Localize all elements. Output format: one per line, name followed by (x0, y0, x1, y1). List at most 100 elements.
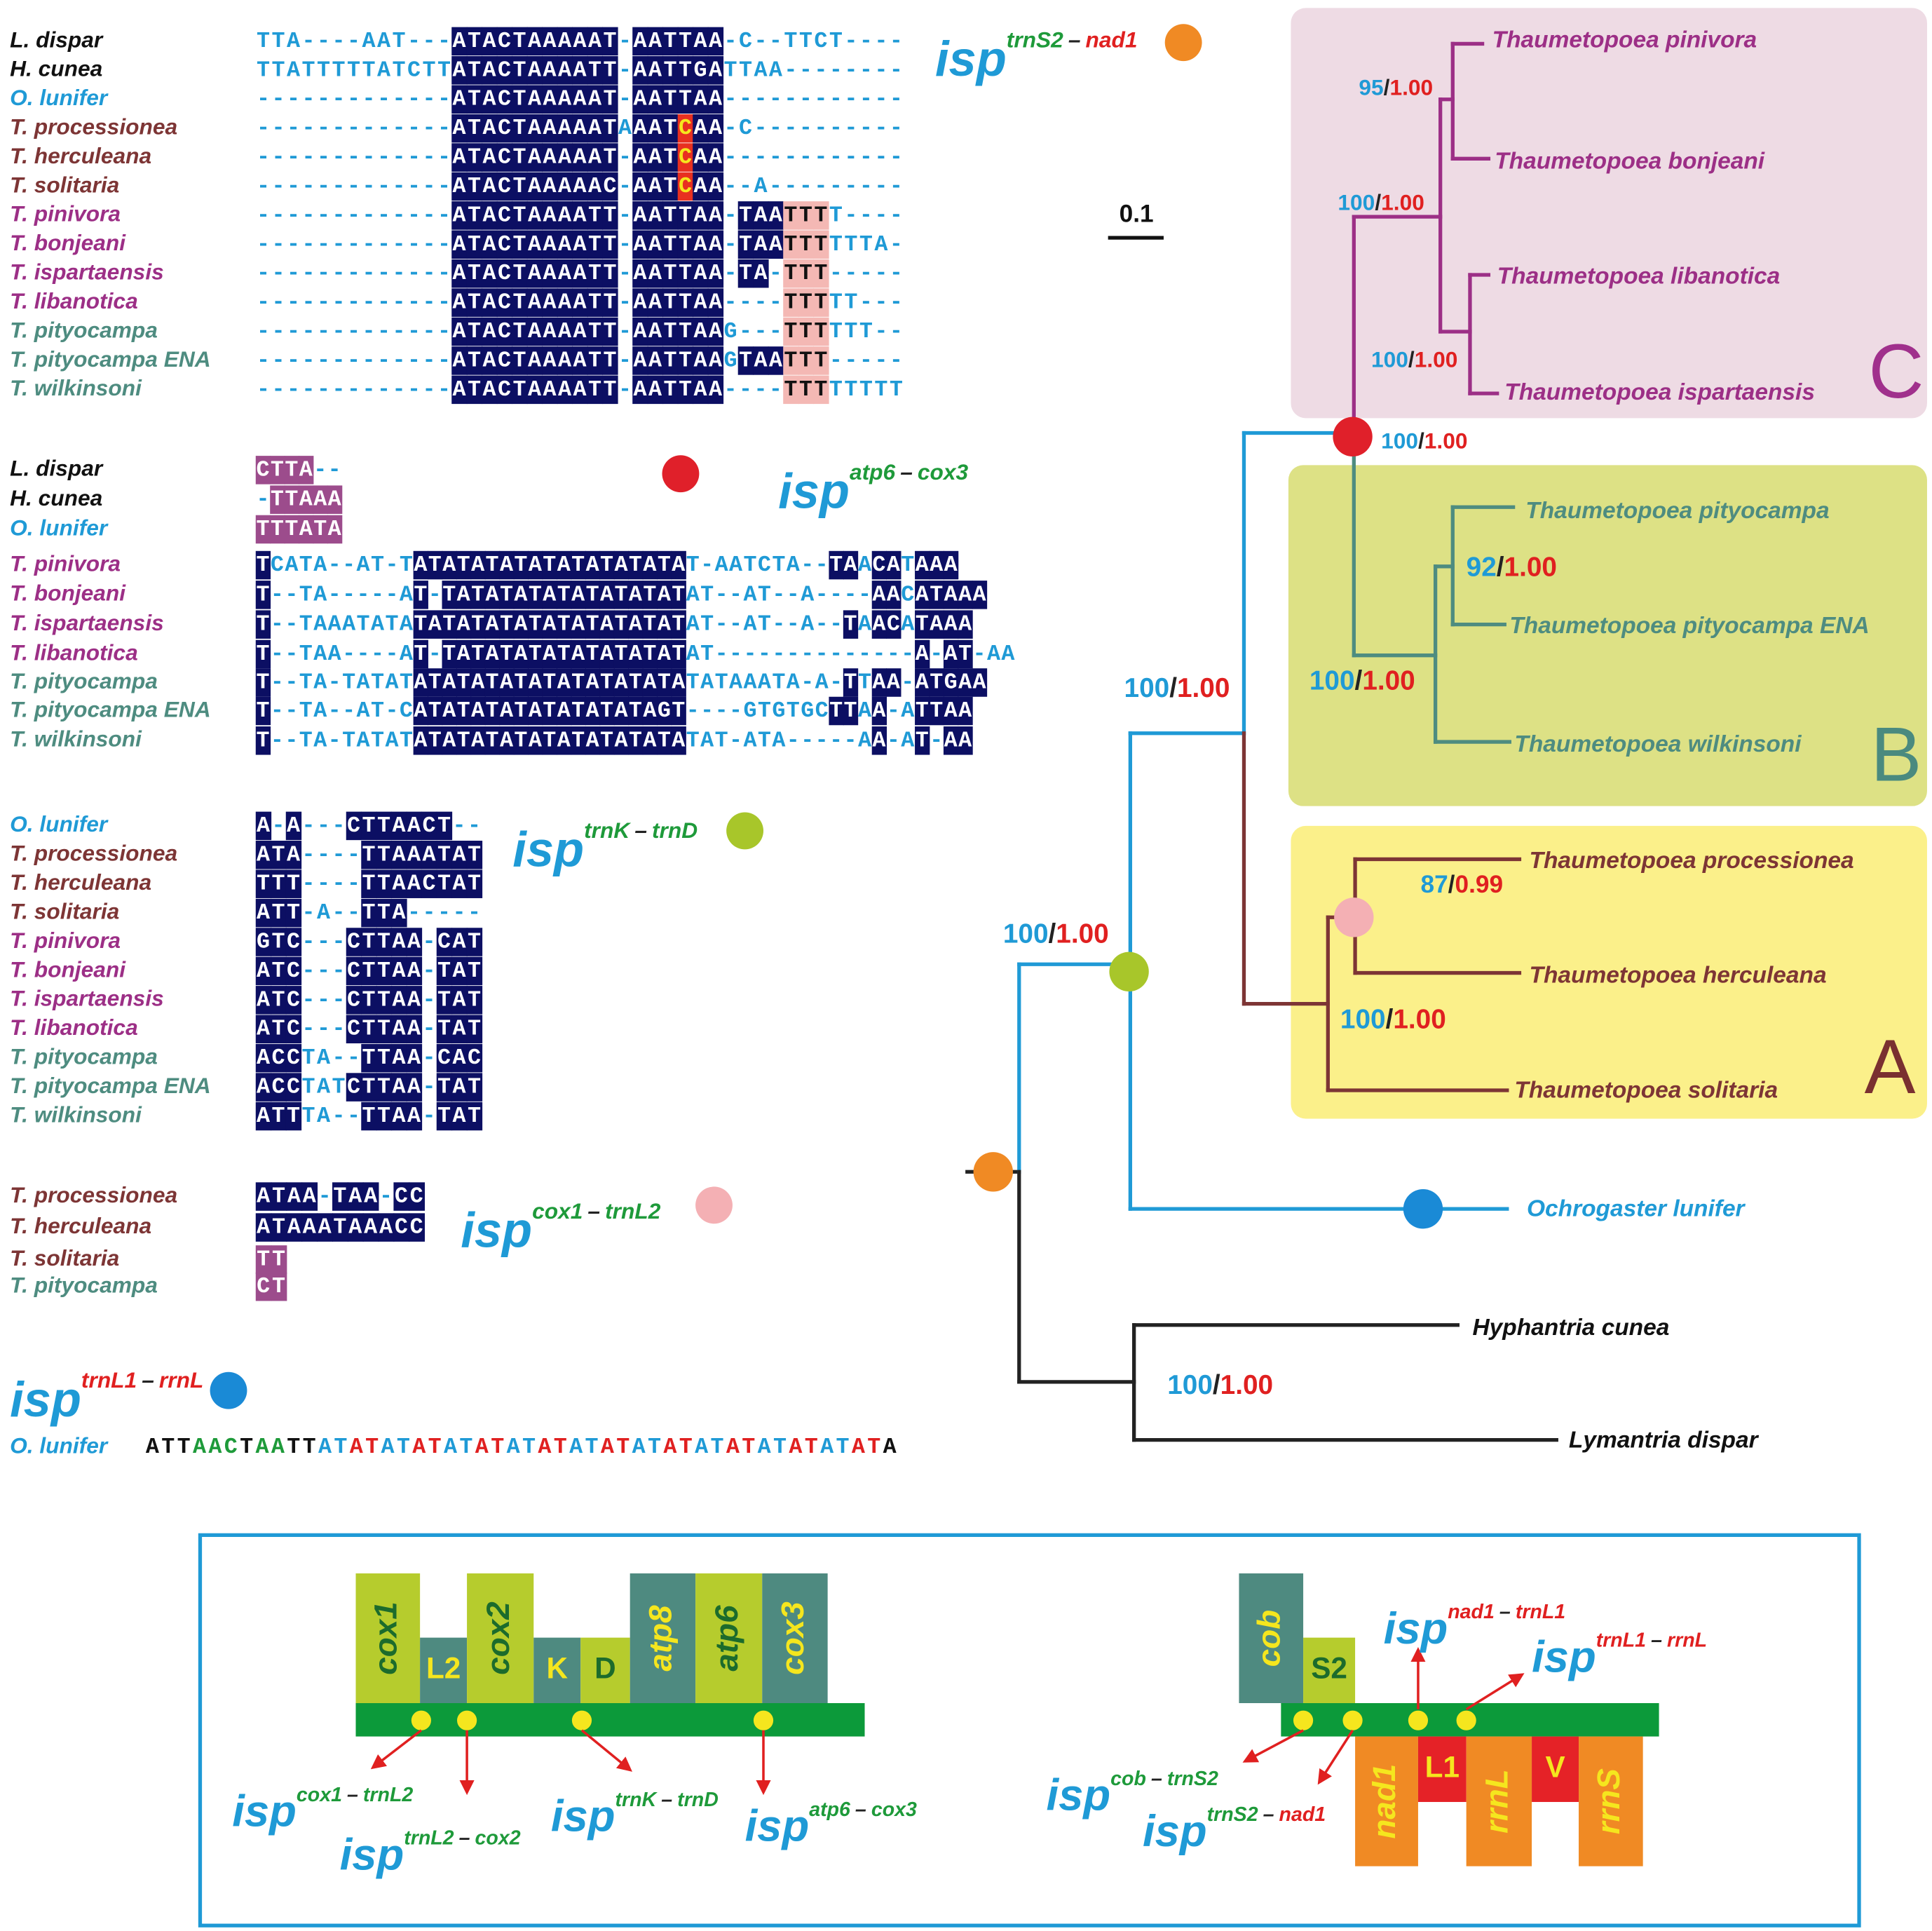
base: A (571, 642, 585, 667)
seq-cell (768, 201, 784, 230)
base: T (603, 262, 616, 287)
base: A (528, 145, 542, 170)
seq-cell (482, 56, 498, 85)
base: G (772, 698, 785, 724)
base: A (482, 232, 496, 257)
base: - (347, 262, 360, 287)
base: - (815, 729, 829, 754)
seq-cell (707, 56, 724, 85)
seq-cell (255, 986, 272, 1015)
base: T (299, 670, 313, 696)
base: - (407, 29, 421, 54)
seq-cell (602, 230, 618, 259)
seq-cell (798, 201, 815, 230)
base: - (377, 348, 390, 374)
seq-cell (662, 346, 679, 375)
base: T (784, 203, 797, 229)
base: - (317, 872, 330, 897)
base: - (317, 843, 330, 868)
base: - (271, 262, 285, 287)
base: T (844, 290, 857, 316)
seq-cell (599, 726, 615, 755)
seq-cell (628, 550, 644, 580)
base: T (679, 87, 692, 112)
seq-cell (602, 346, 618, 375)
base: T (663, 377, 676, 402)
base: T (663, 116, 676, 142)
base: A (754, 262, 768, 287)
seq-cell (512, 143, 528, 172)
base: A (874, 232, 888, 257)
base: T (930, 670, 943, 696)
base: T (285, 458, 298, 483)
base: T (588, 377, 601, 402)
base: - (815, 553, 829, 578)
base: - (392, 290, 405, 316)
seq-cell (843, 610, 859, 639)
base: T (557, 583, 571, 608)
base: A (317, 900, 331, 926)
base: A (586, 553, 600, 578)
base: - (287, 145, 300, 170)
seq-cell (327, 515, 343, 544)
seq-cell (346, 811, 362, 841)
base: T (500, 642, 513, 667)
base: T (522, 1435, 536, 1461)
base: - (890, 87, 903, 112)
base: T (814, 377, 827, 402)
gene-label: rrnS (1591, 1768, 1626, 1835)
seq-cell (255, 668, 271, 697)
seq-cell (391, 1073, 407, 1102)
gene-label: V (1545, 1750, 1565, 1783)
seq-cell (707, 317, 724, 346)
base: - (332, 87, 345, 112)
isp-sep: – (347, 1783, 358, 1805)
base: T (600, 553, 613, 578)
seq-cell (285, 1015, 302, 1044)
base: - (754, 145, 767, 170)
base: T (400, 670, 413, 696)
seq-cell (542, 288, 558, 317)
base: - (332, 232, 345, 257)
seq-cell (406, 1102, 423, 1131)
seq-cell (346, 956, 362, 986)
seq-cell (526, 114, 543, 143)
base: T (859, 232, 873, 257)
base: - (317, 290, 330, 316)
seq-cell (255, 515, 271, 544)
base: - (422, 232, 435, 257)
base: A (858, 729, 872, 754)
base: T (437, 813, 451, 839)
seq-cell (693, 259, 709, 288)
base: - (844, 262, 857, 287)
seq-cell (632, 201, 648, 230)
seq-cell (496, 114, 513, 143)
base: A (543, 174, 557, 199)
base: C (287, 1046, 300, 1071)
seq-cell (572, 346, 588, 375)
base: - (332, 377, 345, 402)
seq-cell (376, 956, 393, 986)
seq-cell (585, 639, 601, 669)
base: T (588, 290, 601, 316)
base: A (452, 930, 466, 955)
base: - (362, 348, 375, 374)
base: A (543, 642, 557, 667)
base: - (829, 174, 843, 199)
seq-cell (662, 27, 679, 56)
base: T (428, 1435, 442, 1461)
taxon-name: T. libanotica (10, 639, 138, 665)
base: T (437, 1104, 451, 1129)
base: A (558, 87, 572, 112)
base: A (772, 729, 786, 754)
taxon-name: T. pityocampa (10, 668, 158, 693)
base: A (482, 203, 496, 229)
base: T (333, 1215, 346, 1240)
base: - (347, 319, 360, 344)
separator: / (1418, 428, 1424, 454)
base: T (700, 583, 714, 608)
seq-cell (466, 869, 483, 898)
base: - (328, 729, 341, 754)
